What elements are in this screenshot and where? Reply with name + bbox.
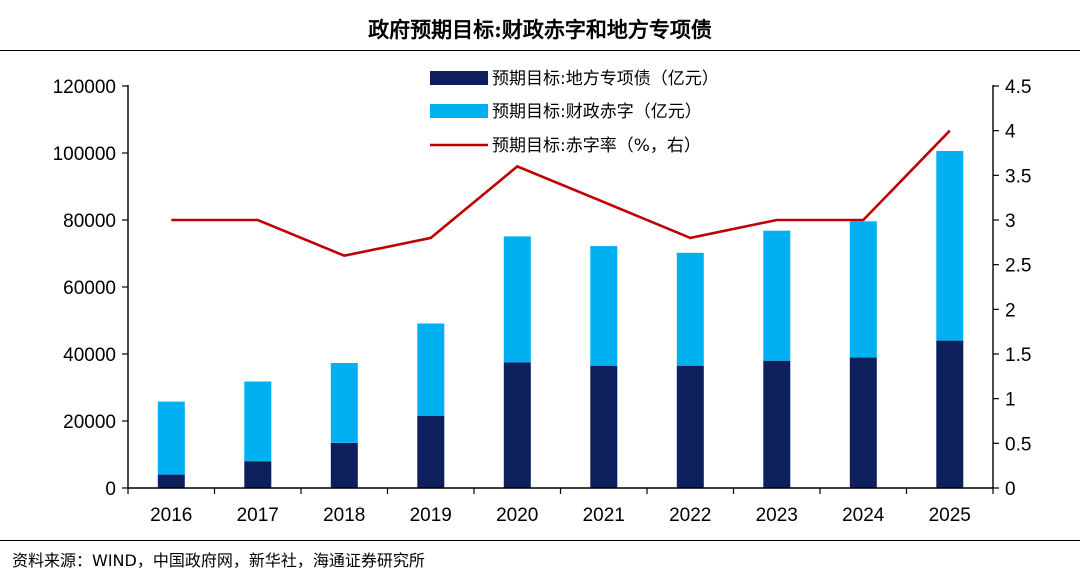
bar-local-bond-2021	[590, 365, 618, 488]
chart-title: 政府预期目标:财政赤字和地方专项债	[368, 17, 712, 42]
y-left-tick-label: 40000	[63, 345, 116, 366]
y-right-tick-label: 0	[1005, 479, 1016, 500]
y-left-tick-label: 0	[105, 479, 116, 500]
bar-fiscal-deficit-2019	[417, 323, 445, 416]
bar-local-bond-2017	[244, 461, 272, 488]
y-right-tick-label: 4.5	[1005, 77, 1031, 98]
x-tick-label-2019: 2019	[410, 505, 452, 526]
chart-area: 0 20000 40000 60000 80000 100000 120000 0 0.5 1 1.…	[53, 69, 1032, 526]
y-left-tick-label: 120000	[53, 77, 116, 98]
bar-local-bond-2018	[330, 442, 358, 488]
x-tick-label-2025: 2025	[929, 505, 971, 526]
y-right-tick-label: 4	[1005, 122, 1016, 143]
bars-layer	[157, 151, 964, 488]
y-right-tick-label: 1.5	[1005, 345, 1031, 366]
bar-fiscal-deficit-2024	[849, 221, 877, 358]
x-tick-label-2023: 2023	[756, 505, 798, 526]
bar-fiscal-deficit-2022	[676, 252, 704, 366]
legend-label-deficit-rate: 预期目标:赤字率（%，右）	[492, 136, 701, 156]
bar-fiscal-deficit-2017	[244, 381, 272, 462]
bar-local-bond-2019	[417, 416, 445, 488]
y-right-tick-label: 0.5	[1005, 434, 1031, 455]
x-tick-label-2024: 2024	[842, 505, 885, 526]
axes-layer: 0 20000 40000 60000 80000 100000 120000 0 0.5 1 1.…	[53, 77, 1032, 526]
bar-fiscal-deficit-2020	[503, 236, 531, 363]
legend-swatch-local-bond	[430, 71, 488, 85]
bar-fiscal-deficit-2023	[763, 230, 791, 361]
y-right-tick-label: 1	[1005, 390, 1016, 411]
footer-divider	[0, 540, 1080, 541]
x-tick-label-2020: 2020	[496, 505, 538, 526]
x-tick-label-2016: 2016	[150, 505, 192, 526]
bar-local-bond-2024	[849, 357, 877, 488]
bar-local-bond-2020	[503, 362, 531, 488]
legend-swatch-fiscal-deficit	[430, 104, 488, 118]
y-left-tick-label: 60000	[63, 278, 116, 299]
legend: 预期目标:地方专项债（亿元） 预期目标:财政赤字（亿元） 预期目标:赤字率（%，右）	[430, 69, 719, 156]
bar-fiscal-deficit-2016	[157, 401, 185, 475]
bar-local-bond-2023	[763, 360, 791, 488]
y-right-tick-label: 3	[1005, 211, 1016, 232]
bar-fiscal-deficit-2018	[330, 363, 358, 443]
x-tick-label-2022: 2022	[669, 505, 711, 526]
legend-label-local-bond: 预期目标:地方专项债（亿元）	[492, 69, 719, 89]
x-tick-label-2017: 2017	[237, 505, 279, 526]
y-left-tick-label: 20000	[63, 412, 116, 433]
y-left-tick-label: 80000	[63, 211, 116, 232]
y-right-tick-label: 2.5	[1005, 256, 1031, 277]
bar-fiscal-deficit-2025	[936, 151, 964, 341]
bar-local-bond-2016	[157, 474, 185, 488]
title-divider	[0, 50, 1080, 51]
x-tick-label-2021: 2021	[583, 505, 625, 526]
y-right-tick-label: 3.5	[1005, 166, 1031, 187]
y-right-tick-label: 2	[1005, 300, 1016, 321]
legend-label-fiscal-deficit: 预期目标:财政赤字（亿元）	[492, 102, 702, 122]
y-left-tick-label: 100000	[53, 144, 116, 165]
source-note: 资料来源：WIND，中国政府网，新华社，海通证券研究所	[12, 551, 425, 570]
bar-fiscal-deficit-2021	[590, 246, 618, 366]
bar-local-bond-2022	[676, 365, 704, 488]
x-tick-label-2018: 2018	[323, 505, 365, 526]
line-layer	[171, 129, 951, 258]
deficit-rate-line	[171, 129, 951, 258]
bar-local-bond-2025	[936, 340, 964, 488]
